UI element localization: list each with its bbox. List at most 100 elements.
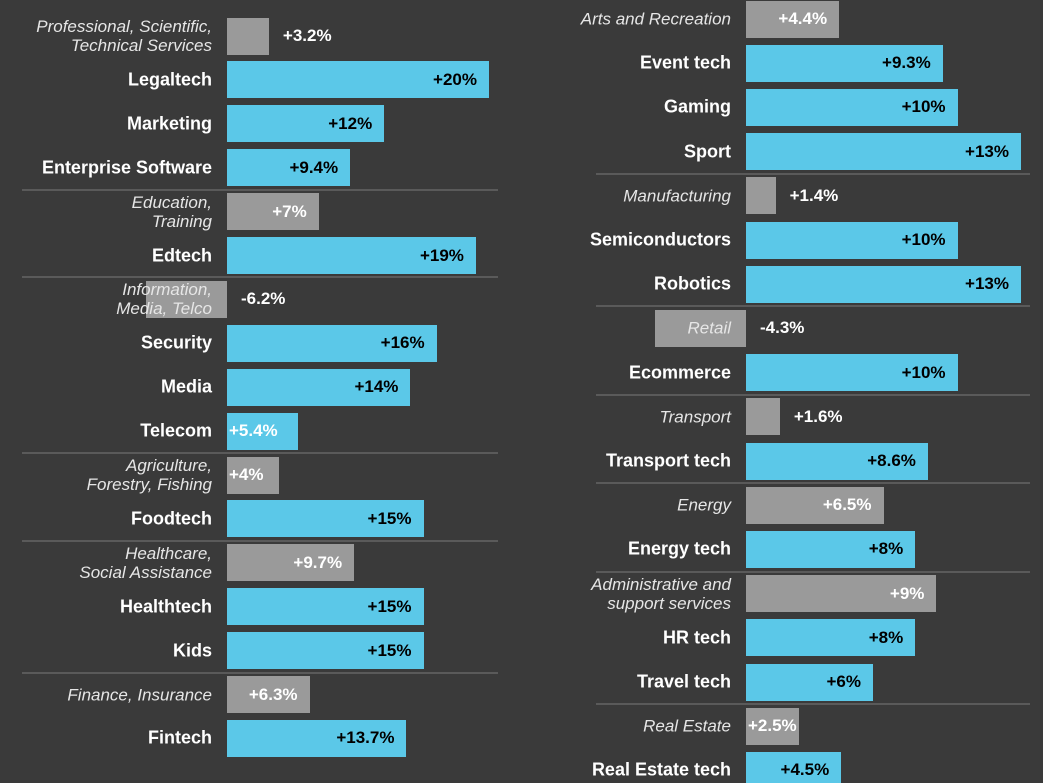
bar: [746, 486, 884, 524]
separator: [596, 393, 1030, 396]
bar: [227, 324, 437, 362]
bar: [746, 88, 958, 126]
bar: [227, 500, 424, 538]
bar: [227, 544, 355, 582]
bar: [746, 221, 958, 259]
value-label: +10%: [901, 230, 946, 249]
category-label: Sport: [684, 141, 731, 162]
bar: [746, 354, 958, 392]
value-label: +12%: [328, 113, 373, 133]
bar: [746, 133, 1021, 171]
category-label: Energy tech: [627, 538, 731, 559]
separator: [596, 703, 1030, 706]
bar: [746, 398, 780, 436]
category-label: Travel tech: [636, 671, 731, 692]
separator: [596, 570, 1030, 573]
bar: [227, 193, 319, 231]
category-label: Gaming: [663, 96, 731, 117]
value-label: +8.6%: [867, 451, 916, 470]
category-label: Foodtech: [131, 508, 212, 529]
value-label: +10%: [901, 97, 946, 117]
category-label: Ecommerce: [628, 362, 731, 383]
value-label: +15%: [367, 596, 412, 616]
value-label: +9%: [889, 583, 925, 603]
category-label: Event tech: [639, 52, 731, 73]
value-label: +8%: [868, 539, 904, 559]
category-label: Telecom: [140, 420, 212, 441]
bar: [746, 177, 776, 215]
category-label: Fintech: [147, 727, 212, 748]
value-label: +4.5%: [780, 760, 830, 780]
category-label: Retail: [687, 318, 731, 338]
category-label: Agriculture, Forestry, Fishing: [86, 456, 212, 494]
bar: [227, 412, 298, 450]
category-label: HR tech: [662, 627, 731, 648]
value-label: +2.5%: [748, 716, 797, 736]
category-label: Administrative and support services: [591, 574, 731, 613]
value-label: +3.2%: [282, 26, 332, 45]
category-label: Arts and Recreation: [580, 9, 731, 29]
value-label: +14%: [354, 377, 399, 397]
bar: [227, 105, 385, 143]
value-label: +9.3%: [882, 53, 931, 73]
value-label: -4.3%: [760, 318, 805, 338]
value-label: +20%: [433, 69, 477, 89]
category-label: Robotics: [653, 273, 731, 294]
value-label: +5.4%: [229, 421, 278, 441]
bar: [227, 17, 269, 55]
bar: [746, 619, 916, 657]
category-label: Real Estate: [643, 716, 731, 736]
value-label: +6.3%: [248, 684, 298, 704]
value-label: +19%: [419, 245, 464, 265]
bar: [227, 149, 351, 187]
value-label: +10%: [901, 362, 946, 382]
category-label: Education, Training: [131, 192, 212, 231]
bar: [746, 530, 916, 568]
category-label: Edtech: [151, 245, 212, 265]
separator: [22, 276, 498, 279]
bar: [746, 575, 937, 613]
category-label: Transport tech: [605, 450, 731, 471]
separator: [22, 188, 498, 191]
value-label: +15%: [367, 640, 412, 660]
bar: [227, 368, 411, 406]
bar: [746, 442, 928, 480]
bar: [227, 632, 424, 670]
value-label: +13%: [965, 141, 1009, 161]
bar: [227, 676, 310, 713]
category-label: Healthtech: [119, 596, 212, 617]
separator: [22, 452, 498, 455]
value-label: +6%: [826, 672, 861, 691]
value-label: +9.7%: [293, 552, 343, 572]
bar: [746, 265, 1021, 303]
category-label: Media: [160, 376, 212, 397]
bar: [227, 719, 407, 757]
bar: [227, 588, 424, 626]
separator: [22, 539, 498, 542]
value-label: +15%: [367, 508, 412, 528]
separator: [596, 172, 1030, 175]
bar: [746, 707, 799, 745]
separator: [596, 305, 1030, 308]
category-label: Real Estate tech: [591, 759, 731, 780]
bar: [227, 237, 476, 274]
bar: [227, 456, 280, 494]
bar: [655, 309, 746, 347]
category-label: Transport: [659, 407, 732, 427]
category-label: Marketing: [126, 113, 212, 134]
value-label: +13%: [965, 274, 1009, 294]
bar: [746, 751, 842, 783]
bar: [227, 61, 489, 99]
value-label: +4%: [229, 465, 264, 484]
value-label: +7%: [272, 201, 307, 221]
value-label: +1.4%: [789, 185, 839, 205]
category-label: Security: [140, 332, 212, 353]
bar: [746, 663, 873, 701]
category-label: Healthcare, Social Assistance: [79, 543, 212, 582]
value-label: +4.4%: [778, 9, 828, 28]
value-label: -6.2%: [241, 289, 286, 309]
category-label: Finance, Insurance: [67, 685, 212, 704]
category-label: Information, Media, Telco: [116, 280, 212, 319]
value-label: +6.5%: [822, 495, 872, 515]
